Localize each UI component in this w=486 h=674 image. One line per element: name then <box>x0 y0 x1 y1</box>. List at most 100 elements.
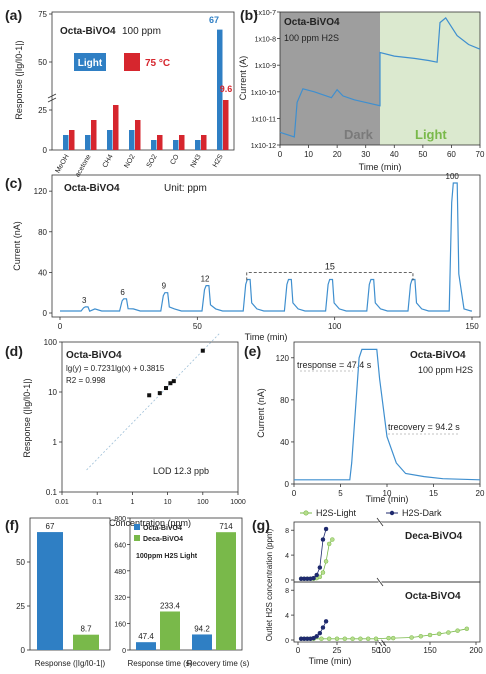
data-point <box>157 391 162 396</box>
panel-d-xtick-label: 100 <box>197 499 209 506</box>
deca-dark-point <box>311 575 316 581</box>
panel-b-ytick-label: 1x10-9 <box>255 63 277 70</box>
panel-g-xtick-label: 150 <box>423 646 437 655</box>
panel-c-xtick-label: 150 <box>465 322 479 331</box>
panel-d-xlabel: Concentration (ppm) <box>109 518 191 528</box>
bar-octabivo4 <box>37 532 63 650</box>
panel-e-ytick-label: 120 <box>276 354 290 363</box>
bar-light-acetone <box>85 135 91 150</box>
deca-dark-point <box>320 537 326 542</box>
panel-b-ytick-label: 1x10-8 <box>255 37 277 44</box>
octa-dark-point <box>323 619 329 624</box>
panel-c-xlabel: Time (min) <box>245 332 288 342</box>
bar-75c-so2 <box>157 135 163 150</box>
panel-e-xtick-label: 20 <box>476 489 485 498</box>
bar-value-label: 8.7 <box>80 625 92 634</box>
data-point <box>163 386 168 391</box>
panel-b-ytick-label: 1x10-10 <box>251 90 276 97</box>
deca-light-point <box>323 559 329 564</box>
bar-75c-meoh <box>69 130 75 150</box>
panel-c-ytick-label: 80 <box>38 228 47 237</box>
octa-light-point <box>446 630 451 635</box>
bar-octabivo4-response <box>136 642 156 650</box>
panel-d-ytick-label: 10 <box>48 388 57 397</box>
panel-f1-ytick-label: 0 <box>21 646 26 655</box>
panel-d-r2: R2 = 0.998 <box>66 376 106 385</box>
panel-g-series <box>298 526 470 642</box>
panel-g-ytick-label: 4 <box>285 553 289 560</box>
panel-e-xlabel: Time (min) <box>366 494 409 504</box>
category-label: CH4 <box>102 153 115 169</box>
bar-light-ch4 <box>107 130 113 150</box>
dark-region <box>280 12 380 145</box>
panel-b-xtick-label: 60 <box>447 150 456 159</box>
pulse-label: 3 <box>82 296 87 305</box>
panel-e-xtick-label: 10 <box>383 489 392 498</box>
panel-c-pulse-labels: 3 6 9 12 100 <box>82 172 459 305</box>
pulse-label: 12 <box>201 275 210 284</box>
panel-b-ytick-label: 1x10-11 <box>251 116 276 123</box>
bar-light-h2s <box>217 29 223 151</box>
bar-light-so2 <box>151 140 157 150</box>
panel-c-xtick-label: 100 <box>328 322 342 331</box>
bar-value-label: 714 <box>219 522 233 531</box>
legend-h2s-light: H2S-Light <box>316 508 357 518</box>
panel-d-xtick-label: 10 <box>164 499 172 506</box>
bar-value-label: 47.4 <box>138 632 154 641</box>
light-region <box>380 12 480 145</box>
panel-f2-frame <box>129 517 243 651</box>
bracket-15ppm <box>246 271 414 281</box>
panel-f-letter: (f) <box>5 517 19 533</box>
octa-dark-point <box>317 630 323 636</box>
panel-a-letter: (a) <box>5 7 22 23</box>
panel-f1-bars: 678.7 <box>37 522 99 650</box>
legend-dark-marker <box>389 510 395 516</box>
panel-e-xtick-label: 15 <box>429 489 438 498</box>
panel-b-xtick-label: 40 <box>390 150 399 159</box>
dark-label: Dark <box>344 127 374 142</box>
panel-d-ylabel: Response (|Ig/I0-1|) <box>22 378 32 457</box>
panel-e-letter: (e) <box>244 343 261 359</box>
panel-c-ytick-label: 120 <box>34 187 48 196</box>
t-response: tresponse = 47.4 s <box>297 360 372 370</box>
panel-g-xtick-label: 50 <box>372 646 381 655</box>
panel-f1-axis: 0 25 50 <box>16 558 30 655</box>
bar-75c-co <box>179 135 185 150</box>
panel-f2-ytick-label: 160 <box>114 622 126 629</box>
panel-f2-cat-recovery: Recovery time (s) <box>187 659 250 668</box>
bar-octabivo4-recovery <box>192 634 212 650</box>
pulse-label: 6 <box>120 288 125 297</box>
category-label: H2S <box>212 153 225 169</box>
bar-75c-no2 <box>135 120 141 150</box>
panel-f2-cat-response: Response time (s) <box>128 659 193 668</box>
panel-f2-ytick-label: 640 <box>114 542 126 549</box>
panel-b-letter: (b) <box>240 7 258 23</box>
panel-g-xtick-label: 100 <box>377 646 391 655</box>
pulse-label: 9 <box>162 282 167 291</box>
panel-e-ylabel: Current (nA) <box>256 388 266 438</box>
panel-f2-ytick-label: 0 <box>122 648 126 655</box>
category-label: NO2 <box>123 153 136 169</box>
panel-g: (g) H2S-Light H2S-Dark Deca-BiVO4 Octa-B… <box>252 508 483 666</box>
panel-b-axis: 0 10 20 30 40 50 60 70 1x10-12 1x10-11 1x10-10 1x10… <box>251 10 485 159</box>
panel-b-xtick-label: 20 <box>333 150 342 159</box>
octa-light-point <box>342 636 348 642</box>
panel-g-letter: (g) <box>252 517 270 533</box>
panel-d-ytick-label: 1 <box>53 438 58 447</box>
panel-c-title: Octa-BiVO4 <box>64 183 120 194</box>
panel-f1-ytick-label: 50 <box>16 558 25 567</box>
panel-c-letter: (c) <box>5 175 22 191</box>
panel-b-current-line <box>279 17 481 138</box>
bracket-label: 15 <box>325 261 335 271</box>
octa-light-point <box>409 635 414 640</box>
legend-light-marker <box>303 510 309 516</box>
legend-light-label: Light <box>78 58 103 69</box>
panel-g-bottom-title: Octa-BiVO4 <box>405 591 461 602</box>
octa-light-point <box>358 636 363 642</box>
category-label: MeOH <box>55 154 71 175</box>
panel-f2-note: 100ppm H2S Light <box>136 553 198 560</box>
panel-a-frame <box>51 11 235 151</box>
octa-light-point <box>365 636 371 642</box>
